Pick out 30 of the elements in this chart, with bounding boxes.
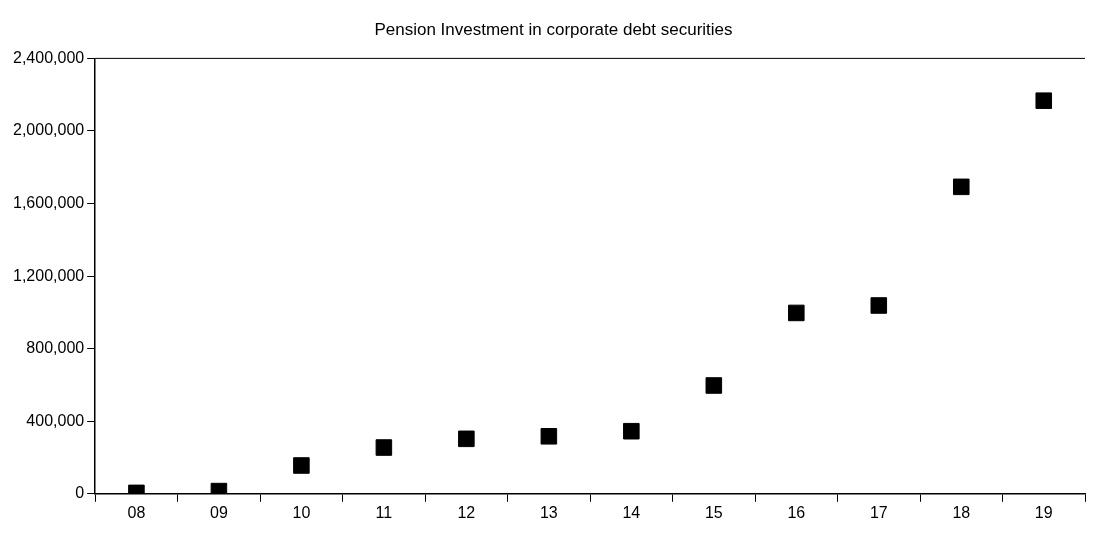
x-tick-label: 14 (622, 503, 641, 521)
x-tick-label: 11 (375, 503, 393, 521)
x-tick-label: 17 (869, 503, 888, 521)
chart-title: Pension Investment in corporate debt securities (374, 19, 733, 39)
point (870, 297, 888, 314)
y-tick-label: 1,600,000 (12, 193, 85, 211)
x-tick-label: 18 (952, 503, 971, 521)
x-tick-label: 12 (457, 503, 476, 521)
y-tick-label: 1,200,000 (12, 266, 85, 284)
point (458, 430, 475, 448)
y-tick-label: 400,000 (26, 411, 85, 429)
x-tick-label: 19 (1034, 503, 1053, 521)
y-tick-label: 800,000 (26, 339, 85, 357)
point (705, 377, 723, 394)
x-tick-label: 08 (127, 503, 146, 521)
x-tick-label: 16 (787, 503, 806, 521)
y-tick-label: 2,000,000 (12, 121, 85, 139)
x-tick-label: 15 (704, 503, 723, 521)
x-tick-label: 13 (539, 503, 558, 521)
x-tick-label: 09 (210, 503, 228, 521)
point (375, 439, 393, 456)
point (540, 428, 558, 445)
point (1035, 92, 1053, 109)
x-tick-label: 10 (292, 503, 311, 521)
point (788, 304, 805, 322)
y-tick-label: 0 (75, 484, 85, 502)
point (952, 178, 970, 196)
point (623, 422, 640, 440)
point (293, 457, 310, 474)
y-tick-label: 2,400,000 (12, 48, 85, 66)
